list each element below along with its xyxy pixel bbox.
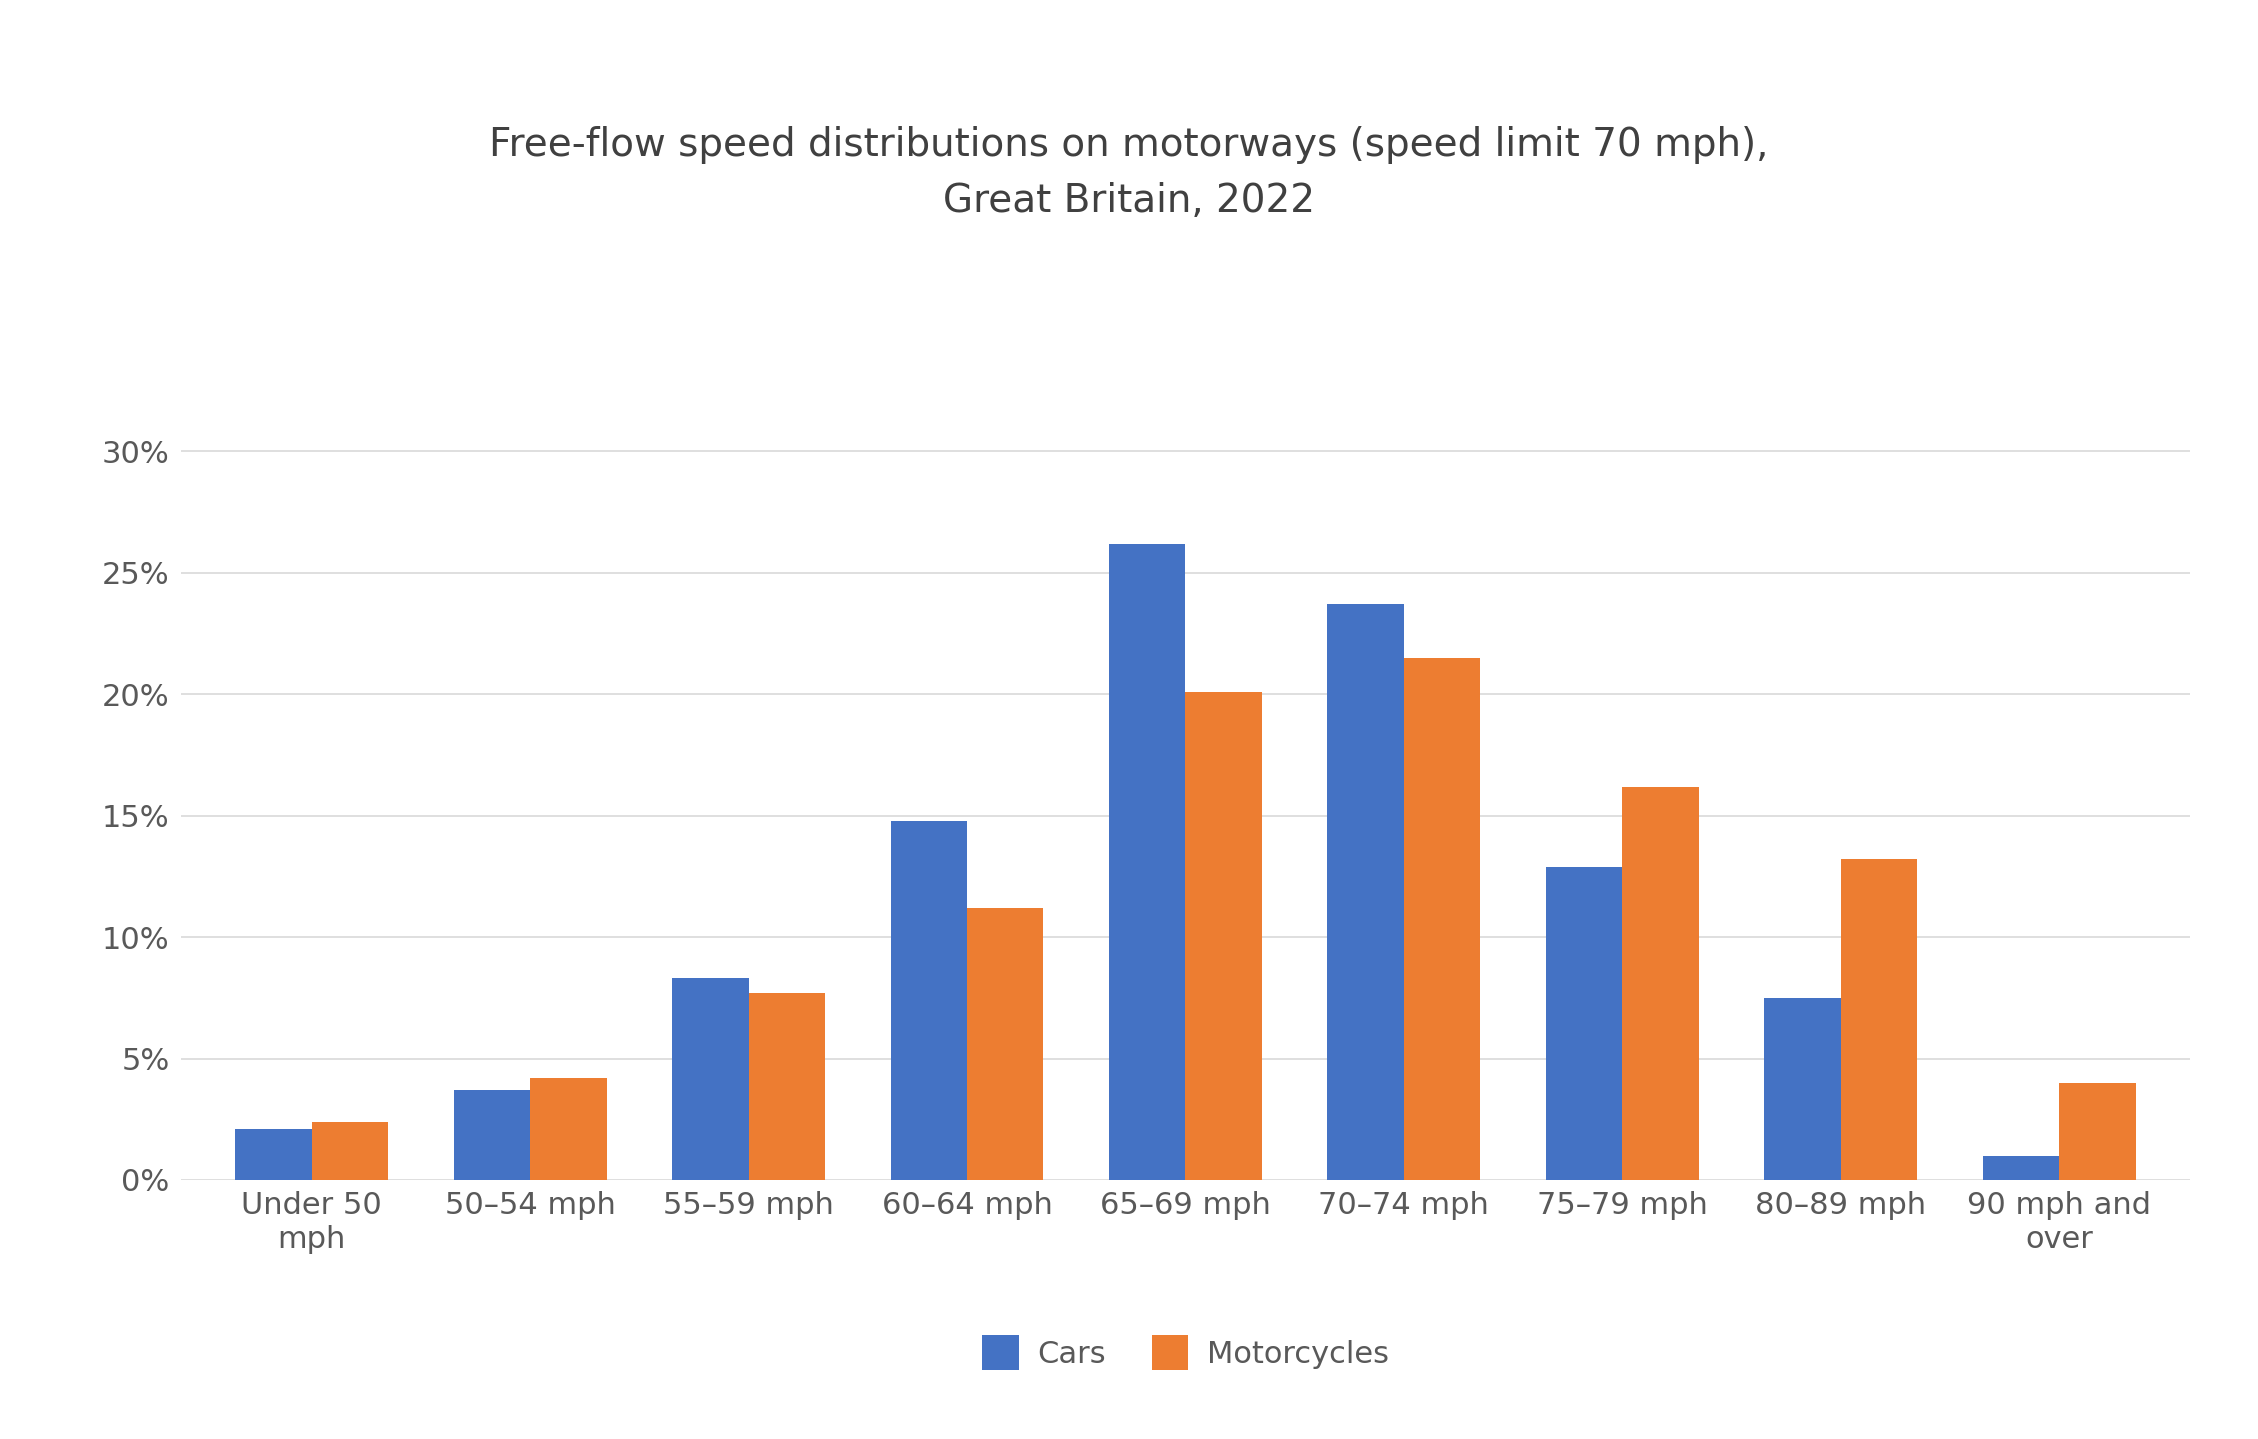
Bar bbox=[312, 1122, 388, 1180]
Bar bbox=[890, 820, 966, 1180]
Legend: Cars, Motorcycles: Cars, Motorcycles bbox=[971, 1322, 1400, 1383]
Bar bbox=[966, 908, 1043, 1180]
Bar bbox=[2059, 1084, 2136, 1180]
Bar bbox=[750, 993, 824, 1180]
Bar bbox=[1983, 1156, 2059, 1180]
Bar bbox=[235, 1130, 312, 1180]
Bar bbox=[531, 1078, 607, 1180]
Bar bbox=[1328, 604, 1404, 1180]
Text: Free-flow speed distributions on motorways (speed limit 70 mph),
Great Britain, : Free-flow speed distributions on motorwa… bbox=[490, 125, 1768, 220]
Bar bbox=[454, 1091, 531, 1180]
Bar bbox=[1109, 544, 1185, 1180]
Bar bbox=[1404, 658, 1481, 1180]
Bar bbox=[673, 979, 750, 1180]
Bar bbox=[1763, 997, 1840, 1180]
Bar bbox=[1621, 787, 1698, 1180]
Bar bbox=[1840, 859, 1917, 1180]
Bar bbox=[1185, 692, 1262, 1180]
Bar bbox=[1547, 866, 1621, 1180]
